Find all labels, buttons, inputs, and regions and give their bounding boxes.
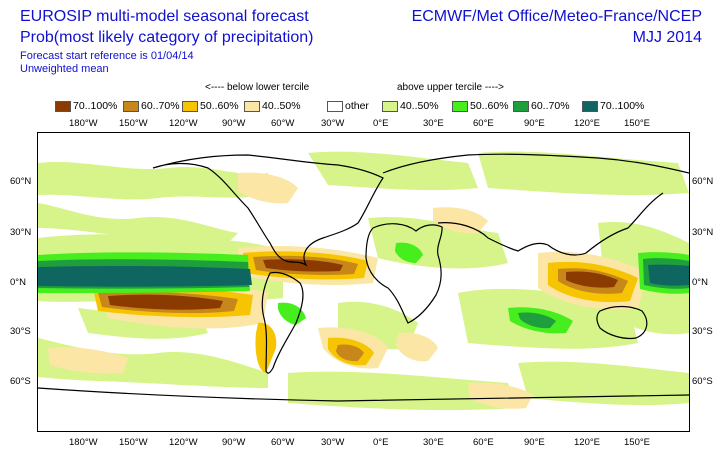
longitude-tick-label: 90°E (524, 437, 545, 448)
latitude-tick-label: 60°S (10, 376, 31, 387)
map-title: EUROSIP multi-model seasonal forecast (20, 8, 309, 25)
legend-swatch (513, 100, 529, 112)
legend-swatch (452, 100, 468, 112)
longitude-tick-label: 150°E (624, 437, 650, 448)
longitude-tick-label: 90°W (222, 118, 246, 129)
legend-item: 70..100% (582, 99, 644, 113)
legend-item: 40..50% (382, 99, 439, 113)
above-70-100-areas (38, 264, 689, 287)
latitude-tick-label: 0°N (10, 277, 26, 288)
legend-item: 70..100% (55, 99, 117, 113)
longitude-tick-label: 30°W (321, 118, 345, 129)
latitude-tick-label: 60°N (692, 176, 714, 187)
legend-label: 50..60% (470, 100, 509, 112)
legend-swatch (327, 100, 343, 112)
longitude-tick-label: 180°W (69, 437, 98, 448)
latitude-tick-label: 30°N (10, 227, 32, 238)
latitude-tick-label: 30°S (692, 326, 713, 337)
longitude-tick-label: 0°E (373, 118, 389, 129)
weighting-note: Unweighted mean (20, 63, 109, 75)
legend-item: other (327, 99, 369, 113)
legend-swatch (382, 100, 398, 112)
longitude-tick-label: 150°W (119, 118, 148, 129)
legend-swatch (244, 100, 260, 112)
legend-swatch (123, 100, 139, 112)
longitude-tick-label: 60°E (473, 437, 494, 448)
legend-label: 50..60% (200, 100, 239, 112)
legend-label: other (345, 100, 369, 112)
legend-label: 40..50% (400, 100, 439, 112)
legend-item: 40..50% (244, 99, 301, 113)
latitude-tick-label: 0°N (692, 277, 708, 288)
longitude-tick-label: 0°E (373, 437, 389, 448)
map-subtitle: Prob(most likely category of precipitati… (20, 29, 314, 46)
legend-label: 40..50% (262, 100, 301, 112)
below-tercile-label: <---- below lower tercile (205, 82, 310, 93)
legend-label: 70..100% (73, 100, 118, 112)
longitude-tick-label: 120°E (574, 437, 600, 448)
longitude-tick-label: 150°E (624, 118, 650, 129)
legend-label: 60..70% (531, 100, 570, 112)
world-precipitation-map (37, 132, 690, 432)
season-label: MJJ 2014 (632, 29, 702, 46)
legend-label: 60..70% (141, 100, 180, 112)
latitude-tick-label: 60°S (692, 376, 713, 387)
longitude-tick-label: 90°W (222, 437, 246, 448)
latitude-tick-label: 30°S (10, 326, 31, 337)
longitude-tick-label: 90°E (524, 118, 545, 129)
latitude-tick-label: 30°N (692, 227, 714, 238)
legend-item: 50..60% (452, 99, 509, 113)
centres-label: ECMWF/Met Office/Meteo-France/NCEP (411, 8, 702, 25)
legend-item: 60..70% (513, 99, 570, 113)
longitude-tick-label: 30°E (423, 437, 444, 448)
longitude-tick-label: 120°E (574, 118, 600, 129)
longitude-tick-label: 30°W (321, 437, 345, 448)
coastlines (38, 153, 689, 402)
legend-swatch (55, 100, 71, 112)
legend-swatch (182, 100, 198, 112)
above-tercile-label: above upper tercile ----> (397, 82, 504, 93)
legend-item: 50..60% (182, 99, 239, 113)
longitude-tick-label: 150°W (119, 437, 148, 448)
latitude-tick-label: 60°N (10, 176, 32, 187)
longitude-tick-label: 60°W (271, 437, 295, 448)
legend-swatch (582, 100, 598, 112)
longitude-tick-label: 60°E (473, 118, 494, 129)
legend-item: 60..70% (123, 99, 180, 113)
longitude-tick-label: 120°W (169, 118, 198, 129)
longitude-tick-label: 60°W (271, 118, 295, 129)
longitude-tick-label: 120°W (169, 437, 198, 448)
longitude-tick-label: 180°W (69, 118, 98, 129)
forecast-start-note: Forecast start reference is 01/04/14 (20, 50, 194, 62)
legend-label: 70..100% (600, 100, 645, 112)
longitude-tick-label: 30°E (423, 118, 444, 129)
below-70-100-areas (108, 259, 618, 310)
